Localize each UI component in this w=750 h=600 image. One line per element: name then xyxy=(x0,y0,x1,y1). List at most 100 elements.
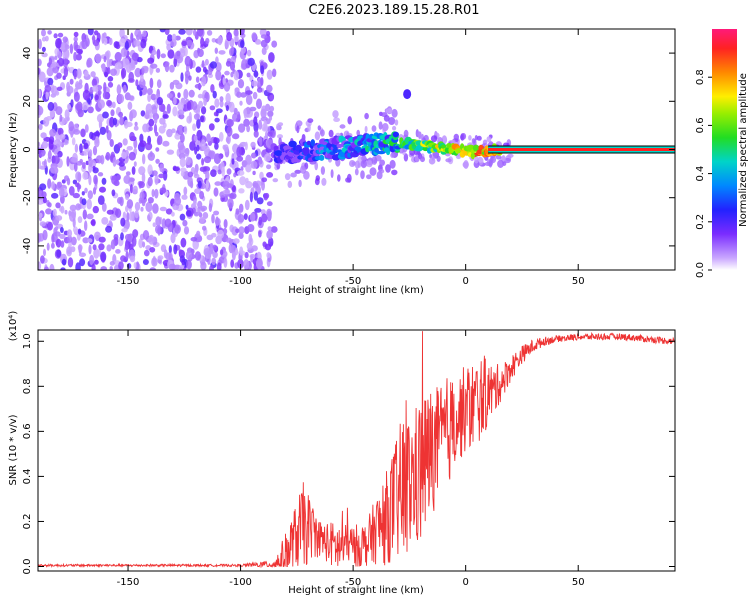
noise-speckle xyxy=(66,229,73,238)
noise-speckle xyxy=(235,208,240,215)
signal-blob xyxy=(306,140,311,146)
noise-speckle xyxy=(235,228,240,234)
signal-halo xyxy=(378,168,385,174)
colorbar-ticks: 0.0 0.2 0.4 0.6 0.8 xyxy=(695,69,712,278)
noise-speckle xyxy=(73,129,81,135)
noise-speckle xyxy=(155,216,162,227)
noise-speckle xyxy=(230,259,235,268)
noise-speckle xyxy=(93,174,98,185)
signal-halo xyxy=(436,155,441,162)
noise-speckle xyxy=(93,248,100,259)
snr-y-tick-label: 0.0 xyxy=(22,559,33,575)
noise-speckle xyxy=(226,119,234,127)
noise-speckle xyxy=(162,170,168,181)
noise-speckle xyxy=(238,123,246,133)
signal-halo xyxy=(277,134,283,139)
noise-speckle xyxy=(177,92,181,99)
noise-speckle xyxy=(260,65,265,75)
noise-speckle xyxy=(150,93,157,101)
noise-speckle xyxy=(209,265,214,270)
noise-speckle xyxy=(246,49,252,57)
noise-speckle xyxy=(213,137,218,144)
noise-speckle xyxy=(193,113,200,120)
noise-speckle xyxy=(142,230,150,240)
noise-speckle xyxy=(52,208,57,217)
noise-speckle xyxy=(233,172,237,178)
snr-y-tick-label: 0.6 xyxy=(22,423,33,439)
noise-speckle xyxy=(74,143,79,153)
noise-speckle xyxy=(59,133,66,140)
noise-speckle xyxy=(106,209,114,215)
noise-speckle xyxy=(171,128,176,134)
noise-speckle xyxy=(139,140,147,148)
noise-speckle xyxy=(142,123,149,133)
noise-speckle xyxy=(169,82,175,90)
noise-speckle xyxy=(266,252,271,259)
noise-speckle xyxy=(193,29,197,36)
noise-speckle xyxy=(147,152,155,161)
noise-speckle xyxy=(98,236,106,243)
noise-speckle xyxy=(155,67,161,73)
noise-speckle xyxy=(149,267,156,270)
noise-speckle xyxy=(51,242,55,249)
signal-blob xyxy=(332,147,338,154)
noise-speckle xyxy=(40,132,47,139)
noise-speckle xyxy=(159,187,167,194)
noise-speckle xyxy=(239,246,244,256)
outlier-blob xyxy=(403,89,412,100)
noise-speckle xyxy=(69,204,77,212)
snr-marks xyxy=(38,331,675,569)
signal-halo xyxy=(390,152,395,158)
snr-x-tick-label: -50 xyxy=(345,577,361,588)
noise-speckle xyxy=(39,221,47,227)
noise-speckle xyxy=(229,48,234,56)
signal-halo xyxy=(317,125,321,131)
noise-speckle xyxy=(200,205,208,211)
noise-speckle xyxy=(165,208,173,215)
noise-speckle xyxy=(108,37,113,46)
noise-speckle xyxy=(272,68,277,78)
noise-speckle xyxy=(240,166,244,172)
snr-y-tick-label: 0.2 xyxy=(22,513,33,529)
noise-speckle xyxy=(166,128,173,138)
noise-speckle xyxy=(183,125,188,135)
noise-speckle xyxy=(208,150,216,160)
spectrogram-y-tick-label: -40 xyxy=(22,238,33,254)
noise-speckle xyxy=(47,221,53,231)
signal-halo xyxy=(307,118,314,123)
noise-speckle xyxy=(171,211,175,217)
noise-speckle xyxy=(118,111,123,118)
noise-speckle xyxy=(134,67,142,78)
noise-speckle xyxy=(107,67,111,75)
noise-speckle xyxy=(199,191,205,200)
colorbar-tick-label: 0.6 xyxy=(695,117,706,133)
noise-speckle xyxy=(135,261,140,270)
noise-speckle xyxy=(121,151,127,159)
noise-speckle xyxy=(206,30,213,36)
noise-speckle xyxy=(256,87,263,93)
signal-halo xyxy=(354,160,360,169)
noise-speckle xyxy=(224,70,230,76)
noise-speckle xyxy=(247,224,255,232)
noise-speckle xyxy=(199,115,205,123)
noise-speckle xyxy=(95,53,102,64)
snr-y-multiplier: (x10⁴) xyxy=(8,311,19,342)
noise-speckle xyxy=(230,245,236,253)
noise-speckle xyxy=(198,212,203,218)
signal-halo xyxy=(366,174,372,180)
noise-speckle xyxy=(70,209,77,219)
signal-halo xyxy=(403,153,409,162)
noise-speckle xyxy=(142,153,146,165)
spectrogram-y-tick-label: -20 xyxy=(22,190,33,206)
noise-speckle xyxy=(126,146,133,151)
noise-speckle xyxy=(98,243,105,251)
noise-speckle xyxy=(168,263,176,270)
noise-speckle xyxy=(59,233,66,239)
noise-speckle xyxy=(207,250,212,259)
noise-speckle xyxy=(203,156,212,164)
noise-speckle xyxy=(180,237,187,248)
signal-halo xyxy=(391,108,398,118)
noise-speckle xyxy=(139,90,143,97)
signal-halo xyxy=(333,117,340,122)
noise-speckle xyxy=(201,76,207,87)
